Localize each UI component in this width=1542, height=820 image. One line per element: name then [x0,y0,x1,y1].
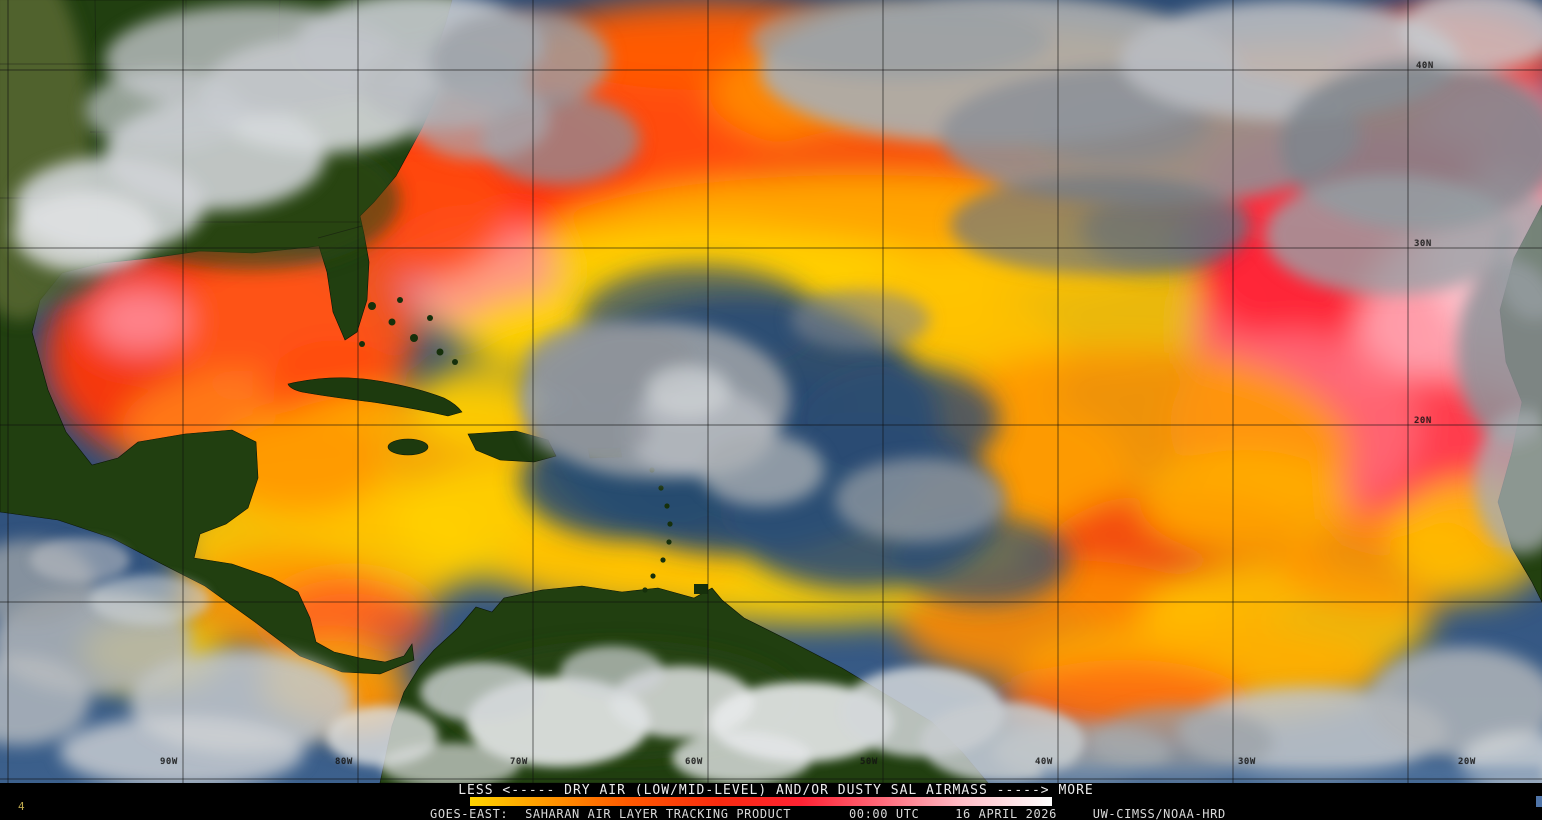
lon-label-70w: 70W [510,757,528,767]
lat-label-20n: 20N [1414,416,1432,426]
lon-label-30w: 30W [1238,757,1256,767]
caption-platform: GOES-EAST: [430,807,509,820]
caption-product-title: SAHARAN AIR LAYER TRACKING PRODUCT [525,807,792,820]
islands-lesser-antilles [642,467,708,594]
lat-label-30n: 30N [1414,239,1432,249]
lon-label-90w: 90W [160,757,178,767]
cumulus-field [30,538,1542,783]
islands-bahamas [359,297,458,365]
lon-label-60w: 60W [685,757,703,767]
lon-label-40w: 40W [1035,757,1053,767]
lon-label-20w: 20W [1458,757,1476,767]
legend-footer: 4 LESS <----- DRY AIR (LOW/MID-LEVEL) AN… [0,783,1542,820]
frame-number: 4 [18,800,25,813]
dust-colorbar [470,797,1052,806]
caption-date: 16 APRIL 2026 [955,807,1057,820]
satellite-imagery [0,0,1542,783]
satellite-map: 40N 30N 20N 90W 80W 70W 60W 50W 40W 30W … [0,0,1542,783]
lon-label-50w: 50W [860,757,878,767]
colorbar-legend-text: LESS <----- DRY AIR (LOW/MID-LEVEL) AND/… [458,783,1094,798]
graticule [0,0,1542,783]
edge-artifact [1536,796,1542,807]
lon-label-80w: 80W [335,757,353,767]
lat-label-40n: 40N [1416,61,1434,71]
caption-credit: UW-CIMSS/NOAA-HRD [1092,807,1226,820]
island-cuba [287,377,463,417]
island-jamaica [387,438,429,456]
product-caption: GOES-EAST: SAHARAN AIR LAYER TRACKING PR… [430,808,1226,820]
caption-time: 00:00 UTC [848,807,920,820]
cloud-field [0,0,1542,783]
